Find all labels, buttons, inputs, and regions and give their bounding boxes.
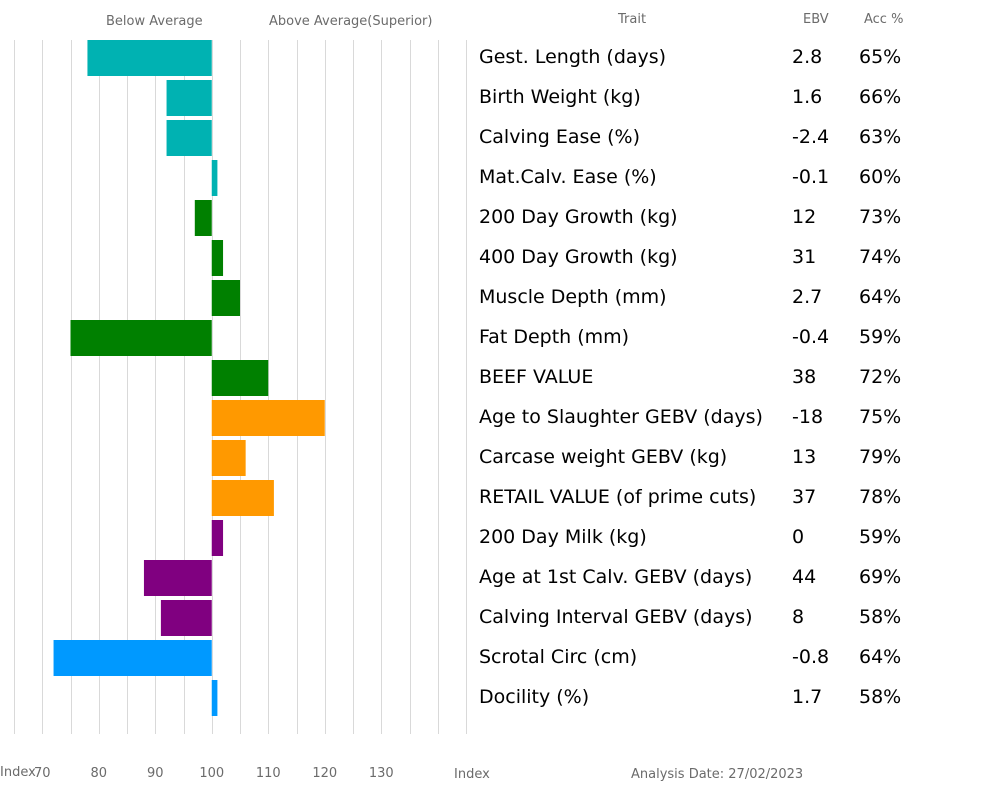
ebv-value: -0.4 <box>792 326 829 348</box>
bar-7 <box>211 280 240 316</box>
tick-label: 130 <box>369 766 394 781</box>
bar-1 <box>87 40 212 76</box>
trait-label: Mat.Calv. Ease (%) <box>479 166 657 188</box>
acc-value: 58% <box>859 606 901 628</box>
header-above-average: Above Average(Superior) <box>269 14 433 29</box>
bar-12 <box>211 480 274 516</box>
trait-label: Gest. Length (days) <box>479 46 666 68</box>
tick-label: 110 <box>256 766 281 781</box>
x-axis-ticks: 70 80 90 100 110 120 130 <box>34 766 394 781</box>
ebv-value: -0.1 <box>792 166 829 188</box>
bar-10 <box>211 400 325 436</box>
bars <box>53 40 325 716</box>
bar-5 <box>194 200 212 236</box>
trait-label: 200 Day Milk (kg) <box>479 526 647 548</box>
acc-value: 69% <box>859 566 901 588</box>
trait-label: Birth Weight (kg) <box>479 86 641 108</box>
acc-value: 60% <box>859 166 901 188</box>
header-ebv: EBV <box>803 12 829 27</box>
ebv-value: 37 <box>792 486 816 508</box>
bar-15 <box>160 600 212 636</box>
tick-label: 100 <box>199 766 224 781</box>
acc-value: 75% <box>859 406 901 428</box>
ebv-value: 0 <box>792 526 804 548</box>
trait-label: Calving Interval GEBV (days) <box>479 606 753 628</box>
bar-9 <box>211 360 269 396</box>
acc-value: 63% <box>859 126 901 148</box>
acc-value: 79% <box>859 446 901 468</box>
trait-label: Calving Ease (%) <box>479 126 640 148</box>
tick-label: 90 <box>147 766 164 781</box>
bar-13 <box>211 520 224 556</box>
axis-label-left: Index <box>0 765 36 780</box>
header-acc: Acc % <box>864 12 904 27</box>
bar-8 <box>70 320 212 356</box>
tick-label: 80 <box>90 766 107 781</box>
bar-11 <box>211 440 246 476</box>
ebv-value: 38 <box>792 366 816 388</box>
bar-3 <box>166 120 212 156</box>
ebv-value: -0.8 <box>792 646 829 668</box>
acc-value: 59% <box>859 326 901 348</box>
bar-17 <box>211 680 218 716</box>
bar-4 <box>211 160 218 196</box>
ebv-value: 2.8 <box>792 46 822 68</box>
header-below-average: Below Average <box>106 14 203 29</box>
bar-14 <box>143 560 212 596</box>
tick-label: 70 <box>34 766 51 781</box>
bar-6 <box>211 240 224 276</box>
acc-value: 72% <box>859 366 901 388</box>
acc-value: 64% <box>859 286 901 308</box>
bar-2 <box>166 80 212 116</box>
ebv-value: 1.7 <box>792 686 822 708</box>
bar-16 <box>53 640 212 676</box>
acc-value: 78% <box>859 486 901 508</box>
axis-label-right: Index <box>454 767 490 782</box>
ebv-value: 8 <box>792 606 804 628</box>
trait-label: Carcase weight GEBV (kg) <box>479 446 727 468</box>
analysis-date: Analysis Date: 27/02/2023 <box>631 767 804 782</box>
trait-label: 200 Day Growth (kg) <box>479 206 678 228</box>
tick-label: 120 <box>312 766 337 781</box>
trait-label: Docility (%) <box>479 686 589 708</box>
ebv-value: 2.7 <box>792 286 822 308</box>
trait-label: Muscle Depth (mm) <box>479 286 667 308</box>
trait-label: Scrotal Circ (cm) <box>479 646 637 668</box>
trait-label: Age to Slaughter GEBV (days) <box>479 406 763 428</box>
ebv-value: -18 <box>792 406 823 428</box>
header-trait: Trait <box>618 12 647 27</box>
ebv-value: 1.6 <box>792 86 822 108</box>
trait-label: Fat Depth (mm) <box>479 326 629 348</box>
trait-label: 400 Day Growth (kg) <box>479 246 678 268</box>
grid-lines <box>14 40 467 734</box>
ebv-value: 44 <box>792 566 816 588</box>
trait-label: Age at 1st Calv. GEBV (days) <box>479 566 752 588</box>
trait-label: RETAIL VALUE (of prime cuts) <box>479 486 756 508</box>
acc-value: 64% <box>859 646 901 668</box>
ebv-value: -2.4 <box>792 126 829 148</box>
acc-value: 73% <box>859 206 901 228</box>
ebv-value: 12 <box>792 206 816 228</box>
acc-value: 74% <box>859 246 901 268</box>
trait-rows: Gest. Length (days) 2.8 65% Birth Weight (k… <box>479 46 901 708</box>
ebv-value: 13 <box>792 446 816 468</box>
ebv-value: 31 <box>792 246 816 268</box>
acc-value: 65% <box>859 46 901 68</box>
trait-label: BEEF VALUE <box>479 366 593 388</box>
acc-value: 59% <box>859 526 901 548</box>
acc-value: 66% <box>859 86 901 108</box>
acc-value: 58% <box>859 686 901 708</box>
